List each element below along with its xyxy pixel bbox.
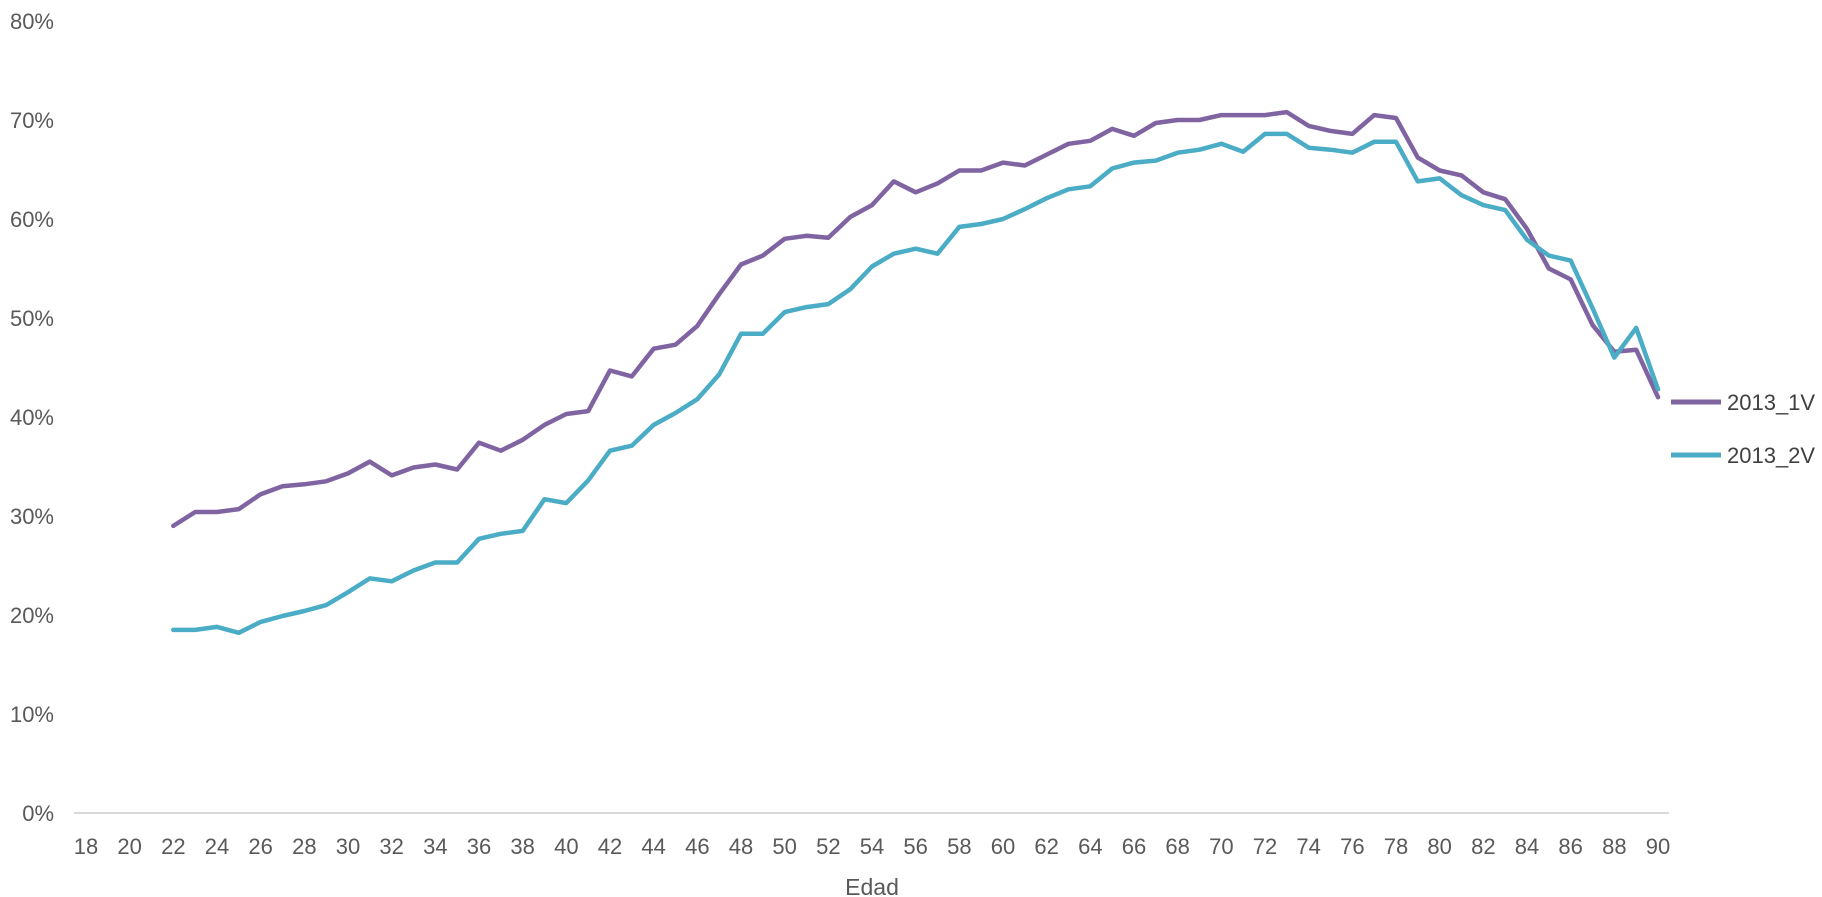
x-tick-label: 22 [161,834,185,859]
x-tick-label: 62 [1034,834,1058,859]
x-tick-label: 76 [1340,834,1364,859]
x-tick-label: 48 [729,834,753,859]
x-axis-title: Edad [845,874,899,897]
x-tick-label: 64 [1078,834,1102,859]
x-tick-label: 84 [1515,834,1539,859]
x-tick-label: 34 [423,834,447,859]
y-tick-label: 60% [10,207,54,232]
x-tick-label: 28 [292,834,316,859]
legend-label: 2013_2V [1727,443,1815,468]
y-tick-label: 70% [10,108,54,133]
x-tick-label: 56 [903,834,927,859]
x-tick-label: 42 [598,834,622,859]
x-tick-label: 90 [1646,834,1670,859]
x-tick-label: 54 [860,834,884,859]
x-tick-label: 52 [816,834,840,859]
y-axis-ticks: 0% 10% 20% 30% 40% 50% 60% 70% 80% [10,9,54,826]
x-tick-label: 24 [205,834,229,859]
y-tick-label: 30% [10,504,54,529]
legend-label: 2013_1V [1727,390,1815,415]
x-tick-label: 70 [1209,834,1233,859]
y-tick-label: 40% [10,405,54,430]
x-tick-label: 60 [991,834,1015,859]
x-tick-label: 68 [1165,834,1189,859]
series-line-2013_1V [171,109,1661,529]
x-tick-label: 20 [117,834,141,859]
y-tick-label: 0% [22,801,54,826]
x-tick-label: 44 [641,834,665,859]
series-lines [171,109,1661,636]
x-tick-label: 50 [772,834,796,859]
x-tick-label: 88 [1602,834,1626,859]
x-tick-label: 66 [1122,834,1146,859]
x-tick-label: 18 [74,834,98,859]
x-tick-label: 40 [554,834,578,859]
x-tick-label: 36 [467,834,491,859]
x-tick-label: 78 [1384,834,1408,859]
x-tick-label: 32 [379,834,403,859]
x-tick-label: 82 [1471,834,1495,859]
x-tick-label: 30 [336,834,360,859]
x-tick-label: 86 [1558,834,1582,859]
y-tick-label: 20% [10,603,54,628]
y-tick-label: 80% [10,9,54,34]
legend: 2013_1V 2013_2V [1671,390,1815,468]
x-tick-label: 26 [248,834,272,859]
x-tick-label: 80 [1427,834,1451,859]
x-tick-label: 74 [1296,834,1320,859]
y-tick-label: 10% [10,702,54,727]
series-line-2013_2V [171,131,1661,636]
y-tick-label: 50% [10,306,54,331]
x-tick-label: 46 [685,834,709,859]
x-tick-label: 58 [947,834,971,859]
x-axis-ticks: 18 20 22 24 26 28 30 32 34 36 38 40 42 44 46 48 50 52 54 56… [74,834,1670,859]
x-tick-label: 72 [1253,834,1277,859]
x-tick-label: 38 [510,834,534,859]
